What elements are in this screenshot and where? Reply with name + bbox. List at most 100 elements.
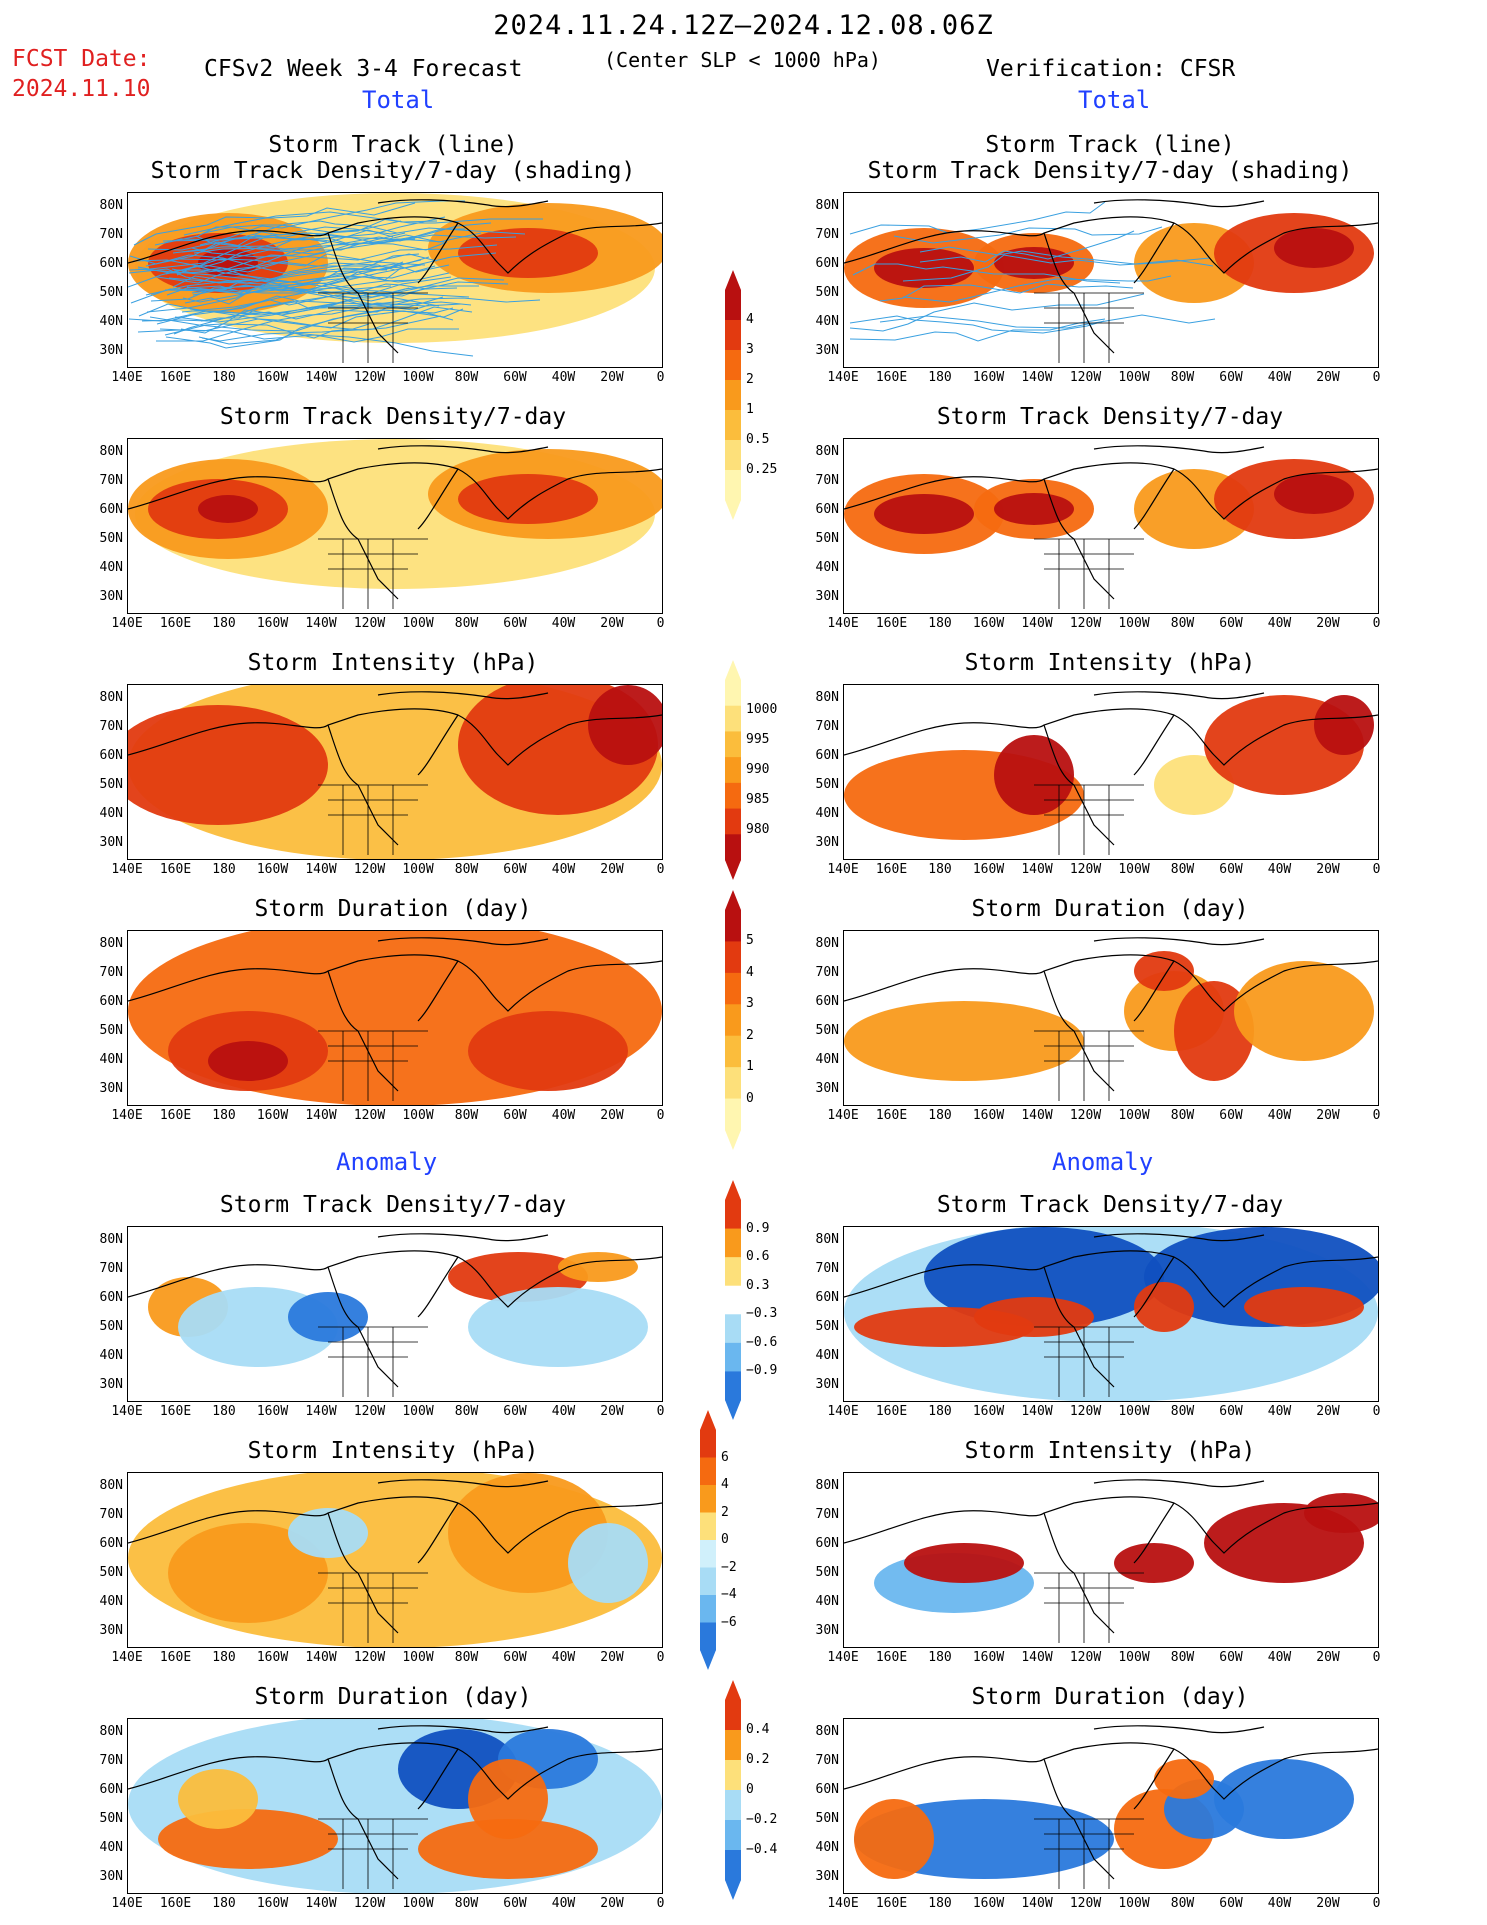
lon-tick-label: 160E xyxy=(875,862,908,877)
storm-track-line xyxy=(129,254,396,274)
colorbar-swatch xyxy=(700,1540,716,1568)
state-borders xyxy=(318,292,428,363)
shading-blob xyxy=(1134,1282,1194,1332)
colorbar-tick-label: 0.4 xyxy=(746,1722,770,1737)
lon-tick-label: 160W xyxy=(972,1404,1005,1419)
lon-tick-label: 0 xyxy=(656,1108,665,1123)
lon-tick-label: 20W xyxy=(600,862,624,877)
lon-tick-label: 80W xyxy=(1170,1108,1195,1123)
lon-tick-label: 20W xyxy=(600,370,624,385)
lat-tick-label: 60N xyxy=(99,748,123,763)
lon-tick-label: 180 xyxy=(928,616,952,631)
panel-title-density-l: Storm Track Density/7-day xyxy=(219,404,567,430)
lon-tick-label: 0 xyxy=(1372,1650,1381,1665)
colorbar-arrow-top xyxy=(725,1180,741,1200)
lon-tick-label: 100W xyxy=(1118,862,1150,877)
lon-tick-label: 80W xyxy=(454,1404,479,1419)
lat-tick-label: 80N xyxy=(99,198,123,213)
colorbar-swatch xyxy=(725,1098,741,1131)
lon-tick-label: 60W xyxy=(1219,862,1243,877)
lon-tick-label: 100W xyxy=(1118,1650,1150,1665)
lon-tick-label: 0 xyxy=(656,1896,665,1911)
lon-tick-label: 80W xyxy=(454,616,479,631)
lon-tick-label: 140W xyxy=(1021,1650,1053,1665)
colorbar-tick-label: −0.6 xyxy=(746,1334,778,1350)
shading-blob xyxy=(1244,1287,1364,1327)
colorbar-tick-label: −0.2 xyxy=(746,1812,778,1827)
colorbar-swatch xyxy=(725,834,741,861)
lat-tick-label: 70N xyxy=(815,965,839,980)
colorbar-tick-label: 3 xyxy=(746,996,754,1012)
storm-track-line xyxy=(201,306,473,342)
lon-tick-label: 60W xyxy=(503,862,527,877)
colorbar-swatch xyxy=(725,705,741,732)
colorbar-swatch xyxy=(725,757,741,784)
lon-tick-label: 20W xyxy=(600,1108,624,1123)
panel-title-density-anom-r: Storm Track Density/7-day xyxy=(936,1192,1284,1218)
lon-tick-label: 160W xyxy=(972,370,1005,385)
lon-tick-label: 180 xyxy=(212,370,236,385)
storm-track-line xyxy=(849,315,1105,334)
shading-blob xyxy=(874,248,974,288)
lat-tick-label: 60N xyxy=(99,1782,123,1797)
shading-blob xyxy=(904,1543,1024,1583)
lon-tick-label: 160W xyxy=(256,616,289,631)
lat-tick-label: 80N xyxy=(99,1232,123,1247)
lon-tick-label: 160E xyxy=(875,1650,908,1665)
lat-tick-label: 60N xyxy=(815,256,839,271)
colorbar-arrow-bottom xyxy=(700,1650,716,1670)
lon-tick-label: 20W xyxy=(1316,370,1340,385)
lon-tick-label: 160E xyxy=(159,862,192,877)
panel-title-intensity-r: Storm Intensity (hPa) xyxy=(964,650,1256,676)
lon-tick-label: 60W xyxy=(1219,1896,1243,1911)
panel-title-intensity-anom-r: Storm Intensity (hPa) xyxy=(964,1438,1256,1464)
colorbar-swatch xyxy=(700,1567,716,1596)
colorbar-swatch xyxy=(725,1820,741,1851)
storm-track-line xyxy=(902,275,1172,303)
model-title: CFSv2 Week 3-4 Forecast xyxy=(204,56,523,82)
lon-tick-label: 160W xyxy=(256,862,289,877)
lon-tick-label: 40W xyxy=(1267,616,1292,631)
lon-tick-label: 80W xyxy=(454,1896,479,1911)
lon-tick-label: 140E xyxy=(827,1650,859,1665)
lon-tick-label: 100W xyxy=(402,1896,434,1911)
lat-tick-label: 30N xyxy=(99,1377,123,1392)
coastline xyxy=(844,1233,1378,1388)
colorbar-swatch xyxy=(725,380,741,411)
lon-tick-label: 100W xyxy=(1118,1108,1150,1123)
storm-track-line xyxy=(849,318,1106,342)
lat-tick-label: 70N xyxy=(815,473,839,488)
storm-track-line xyxy=(162,232,482,243)
storm-track-line xyxy=(893,226,1163,244)
colorbar xyxy=(725,660,741,880)
storm-track-line xyxy=(849,201,1106,235)
lat-tick-label: 80N xyxy=(815,444,839,459)
lon-tick-label: 120W xyxy=(1069,862,1102,877)
map-panel xyxy=(127,438,663,614)
storm-track-line xyxy=(173,299,414,335)
colorbar-swatch xyxy=(725,1730,741,1761)
map-canvas xyxy=(844,691,1378,855)
storm-track-line xyxy=(147,232,406,251)
lon-tick-label: 20W xyxy=(1316,1404,1340,1419)
lat-tick-label: 30N xyxy=(99,1081,123,1096)
section-total-right: Total xyxy=(1078,86,1151,114)
storm-track-line xyxy=(879,283,1134,302)
panel-title-duration-anom-l: Storm Duration (day) xyxy=(254,1684,532,1710)
shading-blob xyxy=(288,1508,368,1558)
lat-tick-label: 60N xyxy=(99,1536,123,1551)
colorbar-tick-label: 990 xyxy=(746,762,770,777)
map-panel xyxy=(843,1472,1379,1648)
colorbar-swatch xyxy=(725,1200,741,1230)
storm-track-line xyxy=(174,244,498,271)
coastline xyxy=(844,199,1378,354)
storm-track-line xyxy=(879,314,1216,329)
lat-tick-label: 30N xyxy=(99,1869,123,1884)
lon-tick-label: 60W xyxy=(503,1404,527,1419)
lon-tick-label: 100W xyxy=(1118,616,1150,631)
lat-tick-label: 50N xyxy=(815,1811,839,1826)
lon-tick-label: 40W xyxy=(551,616,576,631)
lon-tick-label: 40W xyxy=(551,862,576,877)
colorbar xyxy=(725,890,741,1150)
lon-tick-label: 140E xyxy=(111,616,143,631)
